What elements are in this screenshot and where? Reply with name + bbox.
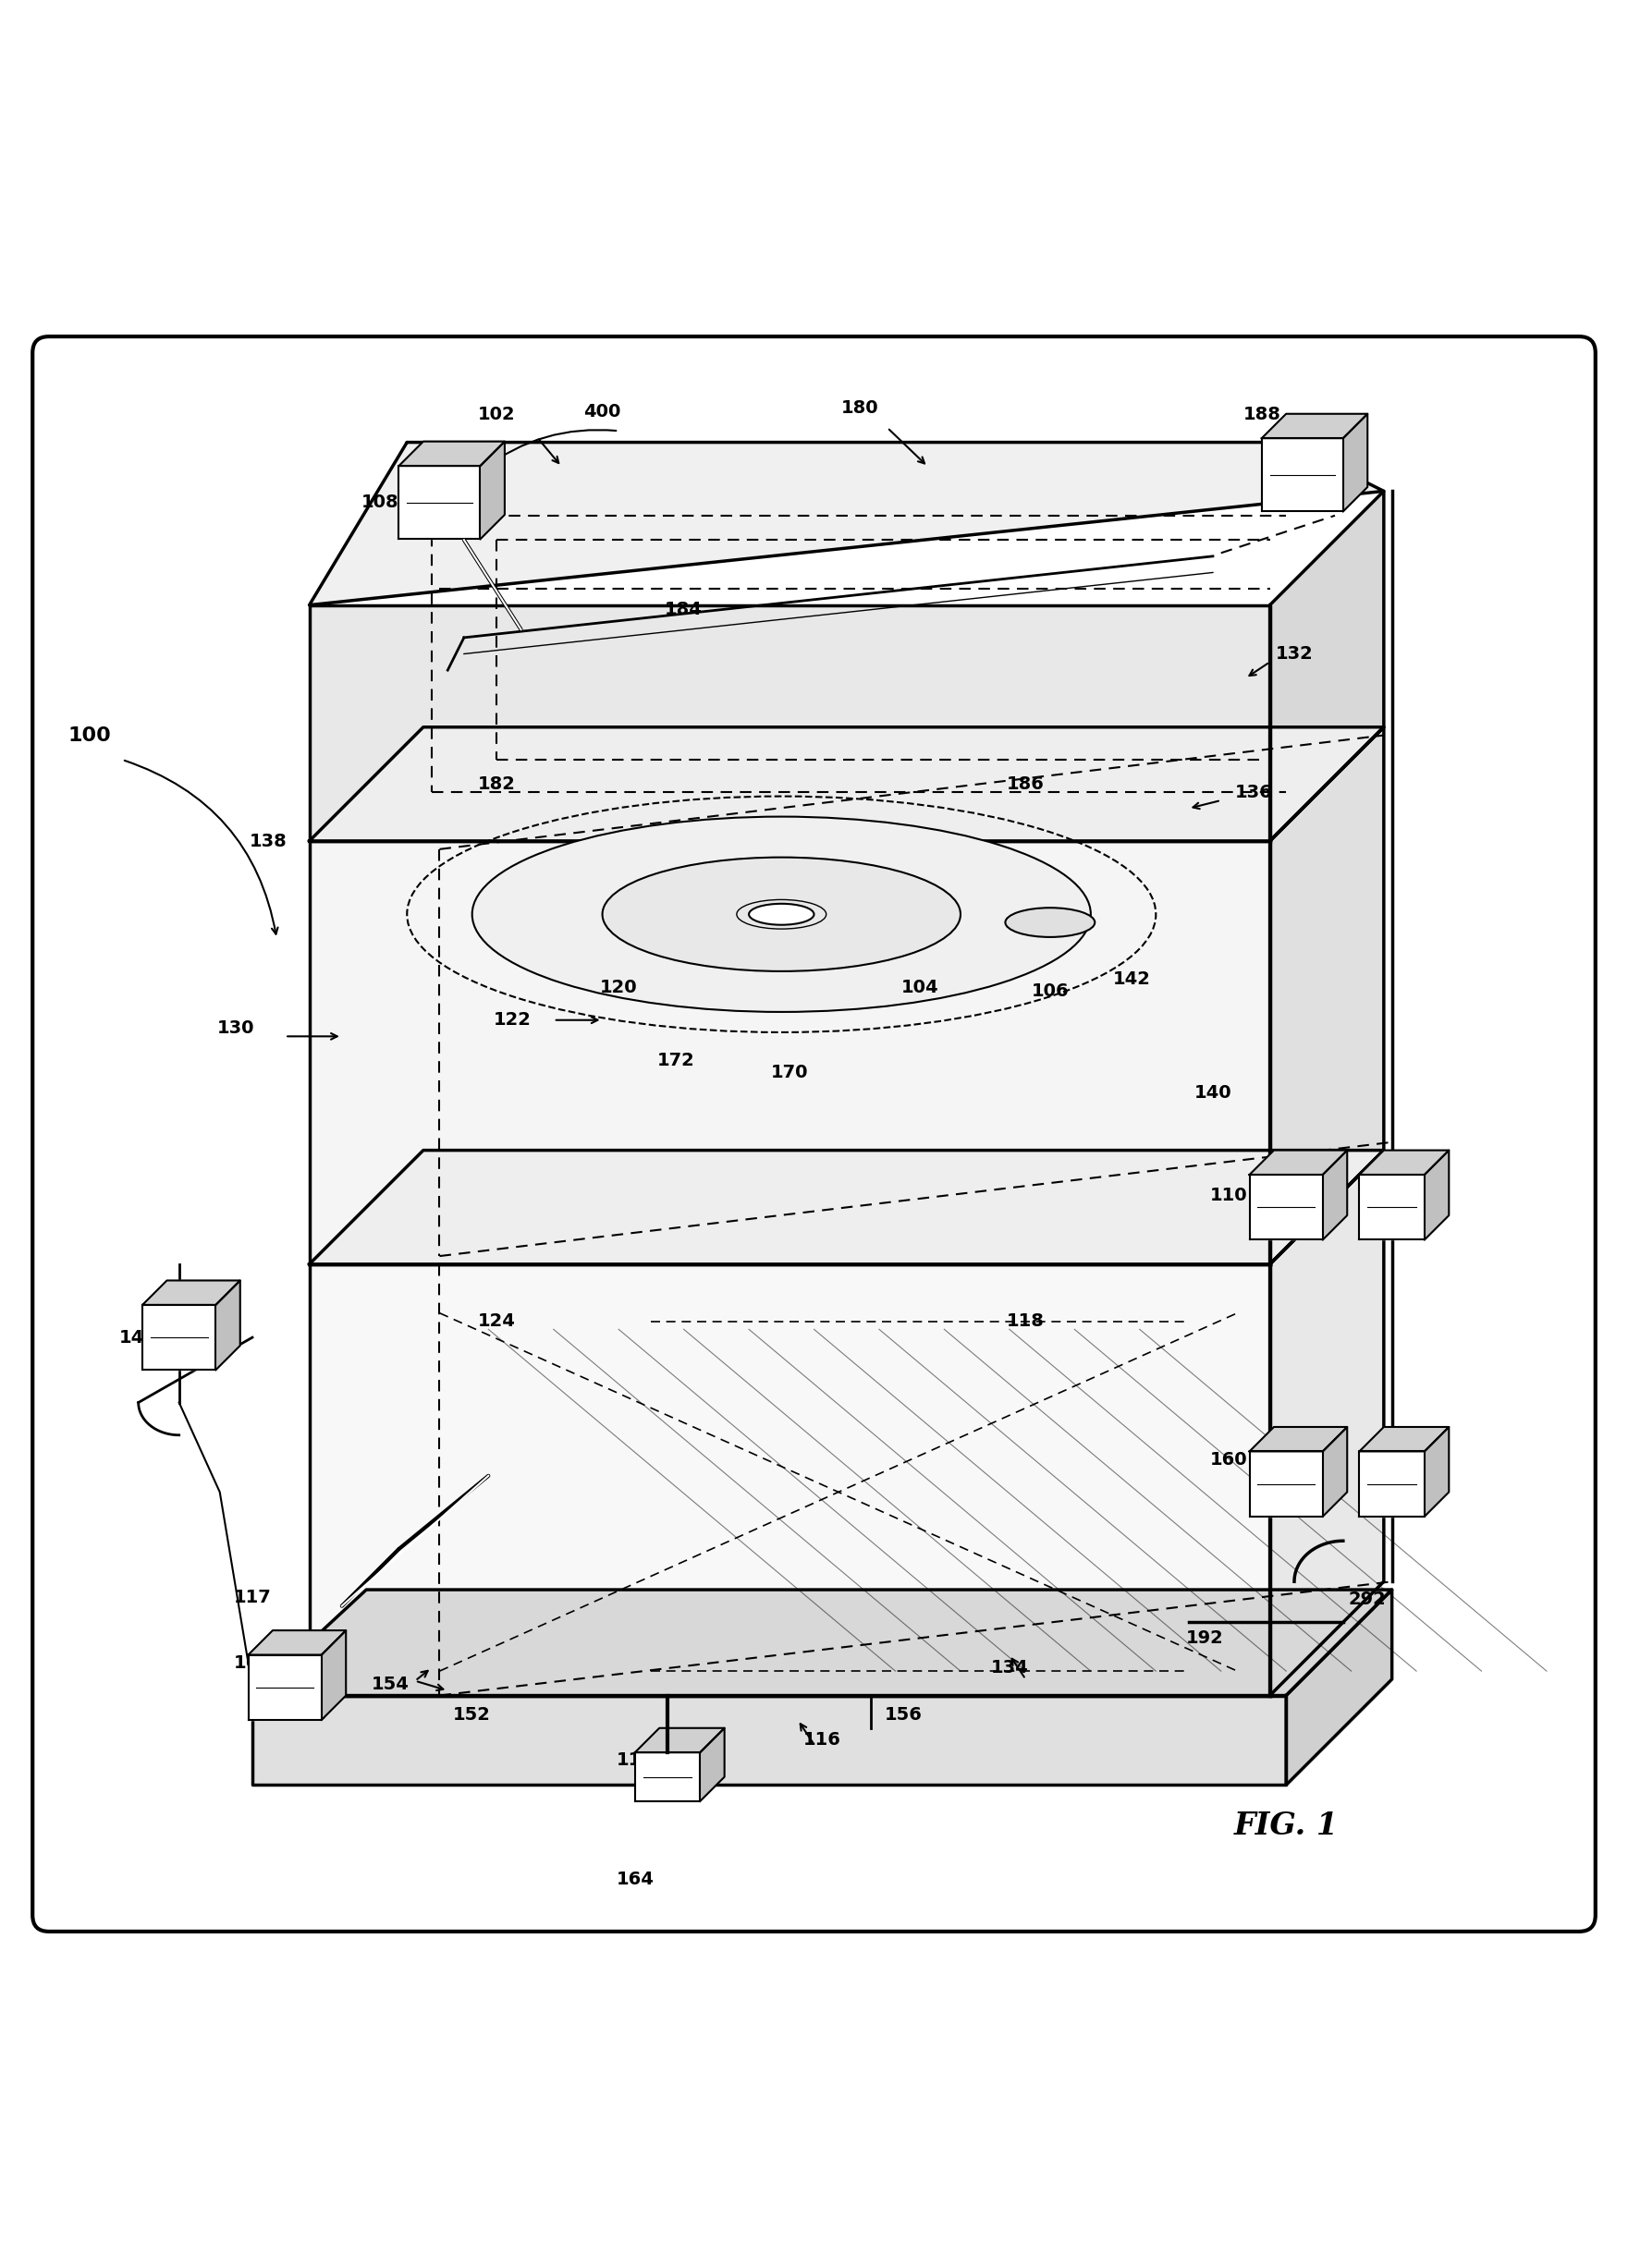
- Text: 190: 190: [1284, 1474, 1320, 1492]
- Polygon shape: [1359, 1175, 1424, 1241]
- Polygon shape: [399, 465, 480, 540]
- Text: 110: 110: [1210, 1186, 1249, 1204]
- Text: 188: 188: [1242, 406, 1281, 424]
- Polygon shape: [1250, 1452, 1322, 1517]
- Text: 116: 116: [803, 1730, 842, 1749]
- Text: 154: 154: [371, 1676, 410, 1692]
- Polygon shape: [1262, 438, 1343, 513]
- Ellipse shape: [1006, 907, 1094, 937]
- Text: 400: 400: [584, 404, 620, 420]
- Polygon shape: [1250, 1427, 1348, 1452]
- Polygon shape: [1270, 1150, 1384, 1696]
- Text: 164: 164: [615, 1871, 654, 1889]
- Text: 100: 100: [68, 726, 111, 744]
- Text: 102: 102: [477, 406, 516, 424]
- Polygon shape: [635, 1753, 700, 1801]
- Polygon shape: [252, 1696, 1286, 1785]
- Polygon shape: [1322, 1150, 1348, 1241]
- Text: 150: 150: [290, 1706, 329, 1724]
- Text: 132: 132: [1275, 644, 1314, 662]
- Polygon shape: [247, 1656, 321, 1719]
- Text: 138: 138: [249, 832, 288, 850]
- Text: 172: 172: [656, 1052, 695, 1070]
- Polygon shape: [480, 442, 505, 540]
- Polygon shape: [309, 1263, 1270, 1696]
- Polygon shape: [1250, 1150, 1348, 1175]
- Text: 180: 180: [840, 399, 879, 417]
- Polygon shape: [309, 841, 1270, 1263]
- Text: 108: 108: [361, 494, 399, 510]
- Text: 140: 140: [1193, 1084, 1232, 1102]
- Polygon shape: [143, 1304, 215, 1370]
- Text: 144: 144: [119, 1329, 158, 1347]
- Polygon shape: [1262, 413, 1368, 438]
- Polygon shape: [1359, 1150, 1449, 1175]
- Text: 152: 152: [453, 1706, 492, 1724]
- Text: 120: 120: [599, 980, 638, 996]
- Text: 292: 292: [1348, 1590, 1387, 1608]
- Polygon shape: [399, 442, 505, 465]
- Text: 192: 192: [1185, 1631, 1224, 1647]
- Text: 142: 142: [1112, 971, 1151, 989]
- Text: 130: 130: [218, 1018, 254, 1036]
- Text: 122: 122: [493, 1012, 532, 1030]
- Text: 160: 160: [1210, 1452, 1249, 1467]
- Polygon shape: [1424, 1427, 1449, 1517]
- Polygon shape: [143, 1281, 241, 1304]
- Text: FIG. 1: FIG. 1: [1234, 1810, 1338, 1842]
- Text: 112: 112: [1372, 1186, 1411, 1204]
- Text: 184: 184: [664, 601, 703, 619]
- Polygon shape: [309, 1150, 1384, 1263]
- Polygon shape: [247, 1631, 345, 1656]
- Ellipse shape: [602, 857, 961, 971]
- Polygon shape: [309, 728, 1384, 841]
- Polygon shape: [1286, 1590, 1392, 1785]
- Polygon shape: [309, 606, 1270, 841]
- Polygon shape: [1270, 492, 1384, 841]
- Text: 170: 170: [772, 1064, 807, 1082]
- Polygon shape: [1424, 1150, 1449, 1241]
- Polygon shape: [1359, 1452, 1424, 1517]
- Text: 136: 136: [1234, 782, 1273, 801]
- Polygon shape: [1270, 728, 1384, 1263]
- Polygon shape: [321, 1631, 345, 1719]
- Text: 104: 104: [900, 980, 939, 996]
- Text: 106: 106: [1031, 982, 1070, 1000]
- Text: 114: 114: [615, 1751, 654, 1769]
- Polygon shape: [252, 1590, 1392, 1696]
- Text: 182: 182: [477, 776, 516, 794]
- Text: 162: 162: [233, 1653, 272, 1672]
- Ellipse shape: [749, 903, 814, 925]
- Text: 186: 186: [1006, 776, 1045, 794]
- FancyBboxPatch shape: [33, 336, 1595, 1932]
- Polygon shape: [215, 1281, 241, 1370]
- Text: 118: 118: [1006, 1313, 1045, 1329]
- Text: 117: 117: [233, 1590, 272, 1606]
- Polygon shape: [1322, 1427, 1348, 1517]
- Polygon shape: [1343, 413, 1368, 513]
- Text: 156: 156: [884, 1706, 923, 1724]
- Ellipse shape: [472, 816, 1091, 1012]
- Polygon shape: [700, 1728, 724, 1801]
- Polygon shape: [309, 442, 1384, 606]
- Text: 134: 134: [990, 1660, 1029, 1676]
- Polygon shape: [635, 1728, 724, 1753]
- Polygon shape: [1250, 1175, 1322, 1241]
- Text: 124: 124: [477, 1313, 516, 1329]
- Polygon shape: [1359, 1427, 1449, 1452]
